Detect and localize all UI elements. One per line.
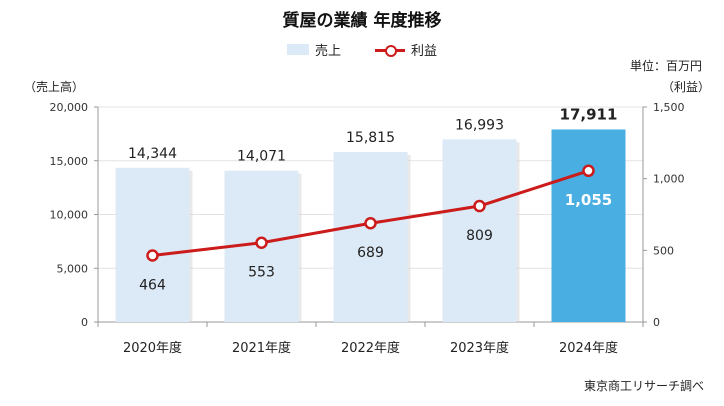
x-axis-tick-label: 2020年度 xyxy=(123,340,182,356)
profit-value-label: 464 xyxy=(139,277,166,293)
right-axis-tick-label: 500 xyxy=(653,244,674,257)
left-axis-tick-label: 10,000 xyxy=(50,209,89,222)
chart-title: 質屋の業績 年度推移 xyxy=(282,11,442,31)
bar-value-label: 14,344 xyxy=(128,146,177,162)
legend-label-sales: 売上 xyxy=(314,44,341,59)
bar-sales xyxy=(551,129,626,322)
bar-sales xyxy=(115,167,190,322)
legend-item-sales: 売上 xyxy=(286,40,341,59)
profit-point xyxy=(473,199,486,213)
bar-value-label: 16,993 xyxy=(455,117,504,133)
bar-sales xyxy=(333,151,408,322)
left-axis-tick-label: 20,000 xyxy=(50,101,89,114)
profit-value-label: 809 xyxy=(466,228,493,244)
right-axis-tick-label: 1,000 xyxy=(653,173,685,186)
right-axis-tick-label: 1,500 xyxy=(653,101,685,114)
unit-note: 単位：百万円 xyxy=(629,59,702,73)
profit-point xyxy=(146,249,159,262)
legend-line-swatch xyxy=(375,44,405,57)
x-axis-tick-label: 2021年度 xyxy=(232,340,291,356)
legend: 売上 利益 xyxy=(0,40,724,59)
profit-value-label: 553 xyxy=(248,265,275,281)
x-axis-tick-label: 2024年度 xyxy=(559,340,618,356)
right-axis-title: （利益） xyxy=(661,80,710,94)
profit-point xyxy=(255,236,268,249)
x-axis-tick-label: 2023年度 xyxy=(450,340,509,356)
legend-label-profit: 利益 xyxy=(411,44,438,59)
profit-value-label: 689 xyxy=(357,245,384,261)
left-axis-title: （売上高） xyxy=(24,80,85,94)
left-axis-tick-label: 5,000 xyxy=(57,262,89,275)
profit-point xyxy=(364,216,377,230)
profit-value-label: 1,055 xyxy=(565,191,612,209)
legend-item-profit: 利益 xyxy=(375,40,437,59)
bar-value-label: 14,071 xyxy=(237,149,286,165)
right-axis-tick-label: 0 xyxy=(653,316,660,329)
profit-point xyxy=(582,164,595,178)
legend-bar-swatch xyxy=(286,44,309,55)
bar-value-label: 15,815 xyxy=(346,130,395,146)
source-note: 東京商工リサーチ調べ xyxy=(583,379,704,393)
bar-sales xyxy=(442,139,517,322)
x-axis-tick-label: 2022年度 xyxy=(341,340,400,356)
bar-value-label: 17,911 xyxy=(560,105,618,123)
left-axis-tick-label: 0 xyxy=(81,316,88,329)
left-axis-tick-label: 15,000 xyxy=(50,155,89,168)
